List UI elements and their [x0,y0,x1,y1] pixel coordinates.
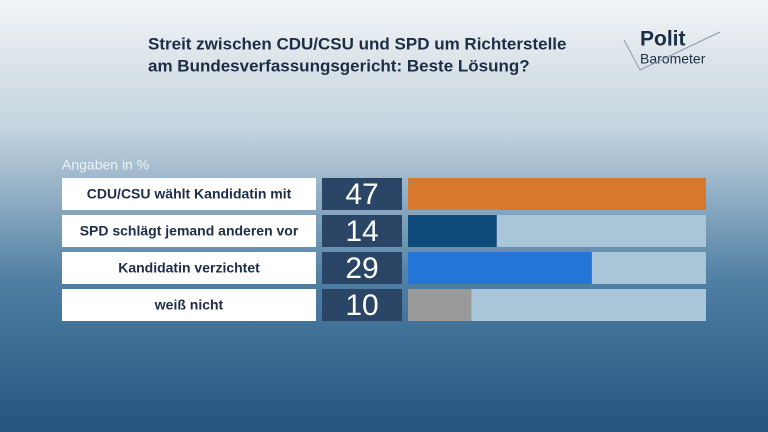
value-label: 29 [345,252,378,285]
subtitle: Angaben in % [62,157,149,173]
value-box [322,289,402,321]
logo-check [623,31,721,71]
value-box [322,215,402,247]
chart-title: am Bundesverfassungsgericht: Beste Lösun… [148,56,530,75]
value-label: 14 [345,215,378,248]
value-box [322,178,402,210]
label-box [62,252,316,284]
category-label: Kandidatin verzichtet [118,260,260,276]
value-box [322,252,402,284]
category-label: CDU/CSU wählt Kandidatin mit [87,186,292,202]
label-box [62,215,316,247]
logo-text: Polit [640,28,686,51]
chart-title: Streit zwischen CDU/CSU und SPD um Richt… [148,34,566,53]
logo-text: Barometer [640,51,706,67]
bar [408,178,706,210]
category-label: weiß nicht [154,297,224,313]
bar [408,289,472,321]
label-box [62,289,316,321]
bar [408,252,592,284]
bar [408,215,497,247]
category-label: SPD schlägt jemand anderen vor [80,223,299,239]
value-label: 10 [345,289,378,322]
label-box [62,178,316,210]
value-label: 47 [345,178,378,211]
